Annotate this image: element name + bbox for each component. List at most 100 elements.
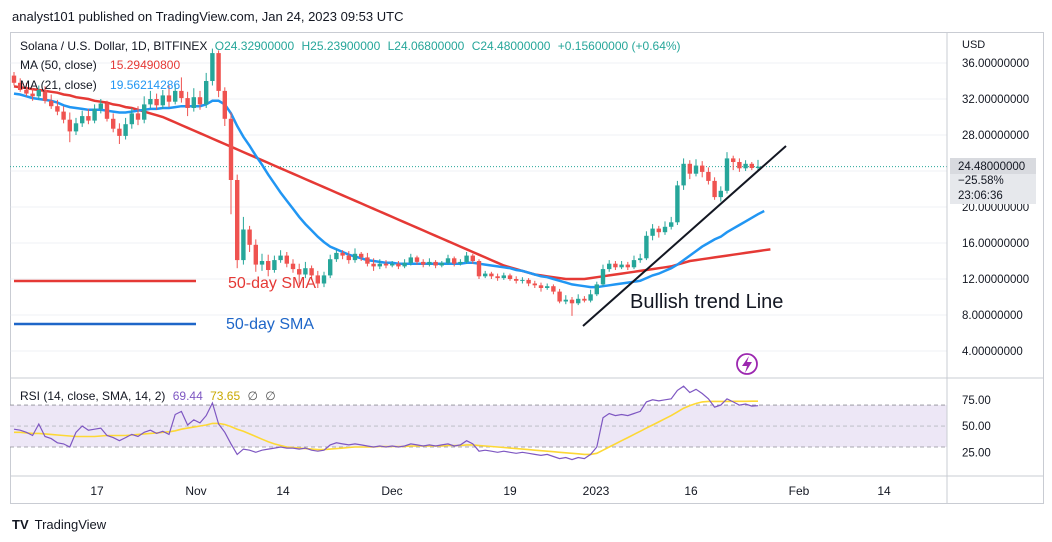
candle	[538, 282, 544, 292]
ma50-legend[interactable]: MA (50, close) 15.29490800	[20, 58, 184, 72]
candle-body	[638, 258, 643, 261]
candle-body	[334, 252, 339, 260]
symbol-title[interactable]: Solana / U.S. Dollar, 1D, BITFINEX	[20, 39, 208, 53]
candle-body	[656, 228, 661, 233]
candle-body	[315, 275, 320, 284]
candle-body	[11, 75, 17, 83]
candle-body	[749, 163, 754, 169]
candle-body	[123, 124, 128, 136]
price-change-pct: −25.58%	[958, 175, 1004, 187]
candle	[749, 162, 754, 171]
time-tick-label: Nov	[185, 484, 206, 498]
candle	[179, 77, 184, 103]
price-tick-label: 32.00000000	[962, 94, 1029, 106]
close-value: C24.48000000	[471, 39, 551, 53]
candle-body	[359, 253, 364, 258]
ma21-value: 19.56214286	[110, 78, 181, 92]
candle-body	[402, 262, 407, 267]
candle-body	[173, 90, 178, 102]
candle-body	[514, 279, 519, 281]
trend-line-annotation: Bullish trend Line	[630, 291, 783, 313]
candle	[724, 152, 730, 194]
rsi-extra-2: ∅	[265, 389, 276, 403]
lightning-icon[interactable]	[736, 353, 758, 375]
candle	[625, 261, 630, 270]
candle	[526, 278, 531, 287]
candle	[247, 225, 252, 252]
candle	[439, 261, 444, 268]
tradingview-brand: TradingView	[34, 516, 107, 532]
price-tick-label: 4.00000000	[962, 346, 1023, 358]
candle-body	[235, 180, 240, 261]
candle	[433, 260, 438, 269]
candle	[371, 258, 376, 271]
candle-body	[414, 257, 420, 262]
publish-header: analyst101 published on TradingView.com,…	[0, 0, 1052, 34]
candle	[520, 277, 525, 284]
candle-body	[328, 259, 333, 276]
candle-body	[582, 298, 587, 301]
candle-body	[545, 286, 550, 288]
publish-info: analyst101 published on TradingView.com,…	[12, 9, 404, 24]
candle-body	[241, 229, 246, 261]
candle-body	[476, 261, 482, 277]
price-tick-label: 12.00000000	[962, 274, 1029, 286]
candle-body	[272, 260, 277, 270]
candle-body	[297, 269, 302, 275]
candle-body	[755, 166, 761, 169]
candle	[36, 85, 41, 100]
candle-body	[321, 275, 327, 284]
main-legend: Solana / U.S. Dollar, 1D, BITFINEX O24.3…	[20, 39, 685, 53]
candle-body	[526, 279, 531, 284]
candle	[129, 108, 134, 129]
candle	[588, 289, 593, 303]
candle-body	[129, 113, 134, 125]
current-price: 24.48000000	[958, 161, 1025, 173]
time-tick-label: Dec	[381, 484, 402, 498]
candle	[613, 261, 618, 270]
candle-body	[36, 90, 41, 97]
candle	[204, 72, 209, 108]
time-tick-label: 19	[503, 484, 517, 498]
candle	[241, 216, 246, 265]
candle	[210, 48, 215, 86]
candle-body	[483, 273, 488, 277]
candle	[650, 224, 655, 241]
candle	[675, 180, 680, 225]
candle	[743, 160, 748, 171]
high-value: H25.23900000	[301, 39, 381, 53]
candle-body	[117, 128, 122, 136]
candle	[514, 276, 519, 284]
candle	[644, 231, 649, 261]
candle	[365, 252, 370, 267]
candle	[328, 254, 333, 279]
candle	[662, 221, 668, 235]
rsi-sma-value: 73.65	[210, 389, 241, 403]
ma21-legend[interactable]: MA (21, close) 19.56214286	[20, 78, 184, 92]
candle-body	[92, 108, 97, 121]
candle-body	[687, 163, 692, 174]
candle-body	[365, 257, 370, 264]
candle-body	[693, 165, 699, 174]
candle-body	[228, 118, 234, 180]
candle	[49, 94, 54, 109]
candle-body	[700, 165, 705, 172]
rsi-extra-1: ∅	[247, 389, 258, 403]
candle-body	[303, 268, 308, 275]
red-sma-annotation: 50-day SMA	[228, 275, 316, 292]
candle-body	[631, 260, 637, 268]
rsi-legend[interactable]: RSI (14, close, SMA, 14, 2) 69.44 73.65 …	[20, 389, 280, 403]
candle-body	[278, 255, 283, 261]
rsi-line	[13, 385, 759, 461]
candle-body	[24, 90, 29, 94]
candle	[414, 255, 420, 265]
candle-body	[421, 261, 426, 265]
candle-body	[445, 258, 451, 263]
candle	[557, 288, 562, 304]
candle-body	[489, 273, 494, 277]
candle	[545, 283, 550, 290]
rsi-tick-label: 25.00	[962, 447, 991, 459]
candle	[11, 72, 17, 86]
candle	[396, 261, 401, 270]
